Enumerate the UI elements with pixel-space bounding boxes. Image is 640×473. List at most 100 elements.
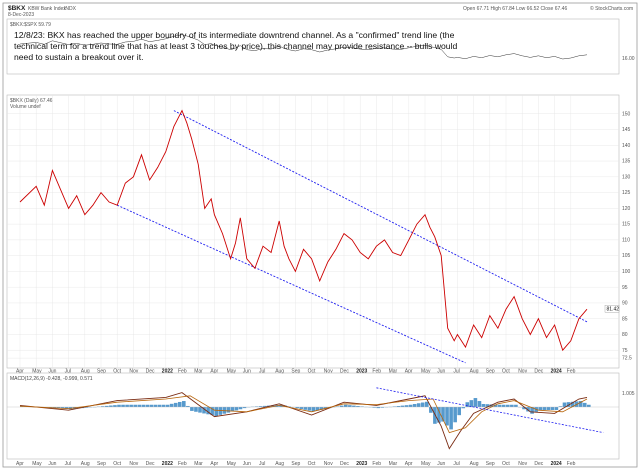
y-tick-label: 100 [622, 269, 631, 275]
histogram-bar [562, 402, 567, 407]
histogram-bar [64, 407, 69, 409]
histogram-bar [506, 404, 510, 407]
price-panel-label: $BKX (Daily) 67.46 [10, 98, 53, 104]
histogram-bar [113, 405, 117, 407]
x-tick-label: Aug [81, 461, 90, 467]
x-tick-label: 2023 [356, 461, 367, 467]
histogram-bar [554, 407, 559, 410]
x-tick-label: Jul [65, 369, 71, 375]
x-tick-label: Oct [113, 369, 121, 375]
histogram-bar [372, 407, 376, 408]
x-tick-label: Sep [486, 461, 495, 467]
histogram-bar [254, 406, 259, 407]
macd-panel [6, 372, 620, 460]
histogram-bar [360, 406, 364, 407]
histogram-bar [408, 404, 413, 407]
x-tick-label: Dec [534, 369, 543, 375]
histogram-bar [344, 404, 348, 407]
x-tick-label: 2022 [162, 461, 173, 467]
x-tick-label: Jun [437, 461, 445, 467]
x-tick-label: Feb [567, 461, 576, 467]
x-tick-label: Apr [16, 461, 24, 467]
histogram-bar [530, 407, 534, 414]
histogram-bar [303, 407, 308, 410]
x-tick-label: 2024 [551, 369, 562, 375]
x-tick-label: Feb [372, 369, 381, 375]
annotation-text: 12/8/23: BKX has reached the upper bound… [14, 30, 458, 62]
index-name: KBW Bank Index [28, 6, 66, 12]
histogram-bar [129, 404, 133, 407]
price-grid [7, 95, 619, 368]
x-tick-label: Oct [502, 461, 510, 467]
histogram-bar [477, 401, 482, 407]
histogram-bar [137, 404, 142, 407]
x-tick-label: Sep [97, 461, 106, 467]
last-price-box [604, 305, 620, 313]
histogram-bar [125, 404, 129, 407]
histogram-bar [469, 400, 474, 407]
histogram-bar [404, 405, 409, 407]
histogram-bar [242, 407, 247, 409]
y-tick-label: 125 [622, 190, 631, 196]
histogram-bar [587, 404, 591, 407]
histogram-bar [218, 407, 223, 415]
x-tick-label: Dec [146, 369, 155, 375]
histogram-bar [570, 401, 575, 407]
x-axis-main: Apr May Jun Jul Aug Sep Oct Nov Dec 2022 Feb Mar Apr… [16, 369, 576, 375]
histogram-bar [153, 404, 158, 407]
x-tick-label: Apr [405, 461, 413, 467]
x-tick-label: Feb [178, 461, 187, 467]
histogram-bar [315, 407, 320, 411]
histogram-bar [202, 407, 206, 414]
histogram-bar [101, 406, 105, 407]
source-label: © StockCharts.com [590, 5, 633, 12]
date-label: 8-Dec-2023 [8, 12, 34, 18]
histogram-bar [299, 407, 304, 409]
histogram-bar [177, 401, 182, 407]
histogram-bar [182, 401, 186, 407]
x-tick-label: Mar [194, 369, 203, 375]
ratio-line [19, 34, 588, 60]
histogram-bar [473, 398, 478, 407]
macd-right-value: 1.005 [622, 391, 635, 397]
histogram-bar [400, 405, 405, 407]
x-tick-label: Apr [210, 461, 218, 467]
histogram-bar [348, 405, 352, 407]
x-tick-label: Dec [534, 461, 543, 467]
histogram-bar [169, 403, 174, 407]
histogram-bar [141, 404, 146, 407]
histogram-bar [271, 405, 275, 407]
histogram-bar [582, 402, 587, 407]
y-tick-label: 150 [622, 111, 631, 117]
histogram-bar [457, 407, 461, 416]
price-panel [6, 94, 620, 369]
histogram-bar [461, 407, 466, 409]
histogram-bar [238, 407, 243, 410]
histogram-bar [542, 407, 547, 410]
histogram-bar [133, 404, 137, 407]
histogram-bar [117, 404, 121, 407]
x-tick-label: Dec [146, 461, 155, 467]
x-tick-label: Oct [308, 461, 316, 467]
x-tick-label: 2023 [356, 369, 367, 375]
histogram-bar [501, 404, 506, 407]
ticker-label: $BKX [8, 5, 26, 12]
histogram-bar [105, 405, 109, 407]
x-tick-label: Jul [259, 461, 265, 467]
y-tick-label: 105 [622, 253, 631, 259]
y-tick-label: 72.5 [622, 356, 632, 362]
y-tick-label: 130 [622, 174, 631, 180]
histogram-bar [465, 402, 470, 407]
x-tick-label: Sep [97, 369, 106, 375]
x-tick-label: Apr [210, 369, 218, 375]
histogram-bar [522, 407, 526, 410]
histogram-bar [190, 407, 194, 411]
histogram-bar [485, 404, 490, 407]
lower-channel-line [117, 204, 466, 364]
histogram-bar [335, 406, 340, 407]
histogram-bar [214, 407, 218, 416]
y-tick-label: 95 [622, 285, 628, 291]
y-tick-label: 135 [622, 159, 631, 165]
x-tick-label: Jul [259, 369, 265, 375]
